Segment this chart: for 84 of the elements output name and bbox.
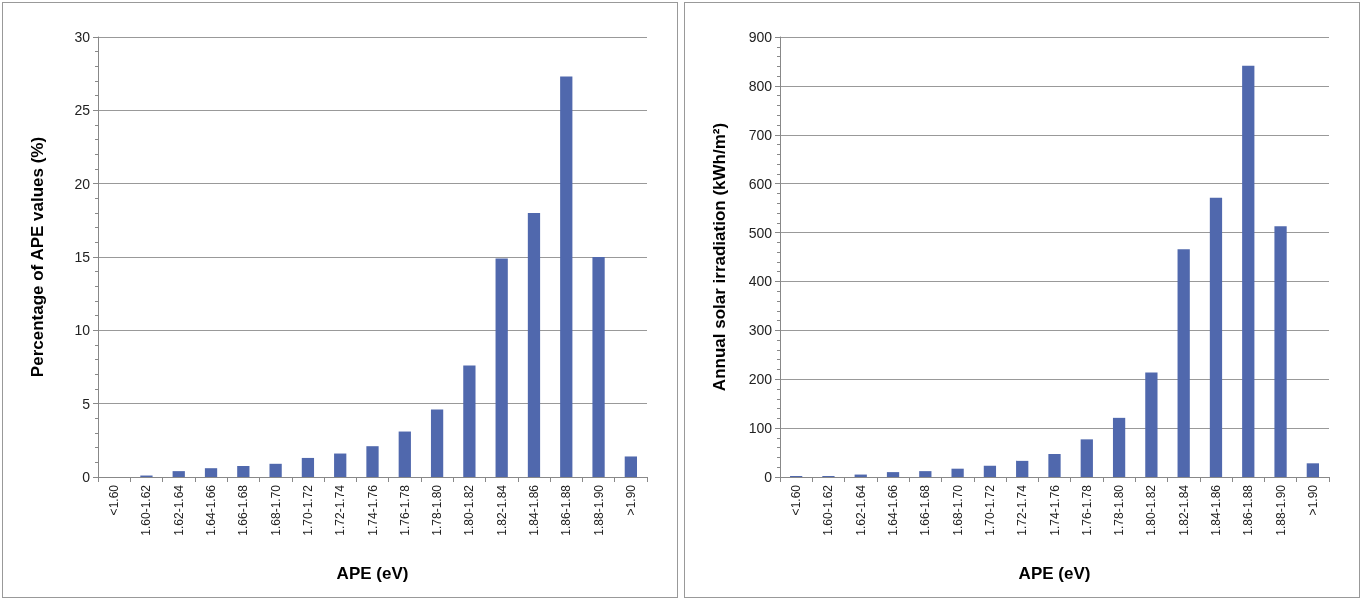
x-tick-label: >1.90 [1305,484,1320,516]
bar [527,213,541,477]
bar [1242,65,1255,477]
y-tick-label: 10 [74,322,91,339]
bar [398,431,411,477]
y-tick-label: 400 [748,273,773,290]
x-axis-title: APE (eV) [336,564,409,583]
y-tick-label: 300 [748,322,773,339]
x-tick-label: 1.62-1.64 [853,484,868,536]
y-tick-label: 600 [748,175,773,192]
bar [1306,463,1319,477]
x-tick-label: 1.78-1.80 [430,484,445,536]
bar [886,472,900,477]
y-tick-label: 0 [764,469,773,485]
x-tick-label: 1.68-1.70 [950,484,965,536]
bar [983,465,997,477]
x-tick-label: 1.74-1.76 [1047,484,1062,536]
bar [1145,372,1158,477]
y-tick-label: 0 [82,469,91,485]
bar [237,466,250,477]
bar [301,457,315,477]
x-tick-label: 1.70-1.72 [982,484,997,536]
y-tick-label: 5 [82,395,91,412]
x-tick-label: 1.60-1.62 [821,484,836,536]
x-tick-label: 1.62-1.64 [171,484,186,536]
y-tick-label: 100 [748,420,773,437]
x-tick-label: 1.84-1.86 [526,484,541,536]
bar [1048,454,1061,477]
x-tick-label: 1.66-1.68 [236,484,251,536]
x-tick-label: 1.70-1.72 [300,484,315,536]
x-tick-label: 1.80-1.82 [1144,484,1159,536]
x-tick-label: 1.64-1.66 [204,484,219,536]
x-tick-label: 1.68-1.70 [268,484,283,536]
bar [624,456,637,477]
x-tick-label: 1.60-1.62 [139,484,154,536]
x-tick-label: 1.72-1.74 [333,484,348,536]
bar [1016,460,1029,477]
x-tick-label: 1.82-1.84 [494,484,509,536]
y-tick-label: 30 [74,29,91,45]
y-tick-label: 15 [74,249,91,265]
x-tick-label: 1.64-1.66 [886,484,901,536]
x-tick-label: 1.84-1.86 [1208,484,1223,536]
x-tick-label: <1.60 [789,484,804,516]
y-tick-label: 200 [748,371,773,388]
x-tick-label: 1.72-1.74 [1015,484,1030,536]
x-tick-label: 1.86-1.88 [559,484,574,536]
y-axis-title: Annual solar irradiation (kWh/m²) [710,122,729,392]
bar [919,471,932,477]
y-tick-label: 800 [748,77,773,94]
x-tick-label: 1.88-1.90 [591,484,606,536]
x-tick-label: <1.60 [107,484,122,516]
y-tick-label: 20 [74,175,91,192]
bar [463,365,476,477]
y-tick-label: 900 [748,29,773,45]
x-tick-label: 1.88-1.90 [1273,484,1288,536]
bar [430,409,444,477]
x-tick-label: 1.74-1.76 [365,484,380,536]
bar [1177,249,1190,477]
x-tick-label: 1.66-1.68 [918,484,933,536]
bar [366,446,379,477]
bar [592,257,605,477]
bar [1209,197,1223,477]
x-axis-title: APE (eV) [1018,564,1091,583]
x-tick-label: 1.78-1.80 [1112,484,1127,536]
bar [951,468,964,477]
bar [204,468,218,477]
y-axis-title: Percentage of APE values (%) [28,136,47,378]
y-tick-label: 700 [748,126,773,143]
bar [1274,226,1287,477]
y-tick-label: 25 [74,102,91,119]
bar [560,76,573,477]
x-tick-label: >1.90 [623,484,638,516]
x-tick-label: 1.82-1.84 [1176,484,1191,536]
x-tick-label: 1.76-1.78 [1079,484,1094,536]
x-tick-label: 1.76-1.78 [397,484,412,536]
bar [334,453,347,477]
bar [1080,439,1093,477]
bar [269,463,282,477]
y-tick-label: 500 [748,224,773,241]
bar [495,258,508,477]
bar [172,471,185,477]
bar [1112,417,1126,477]
x-tick-label: 1.80-1.82 [462,484,477,536]
x-tick-label: 1.86-1.88 [1241,484,1256,536]
